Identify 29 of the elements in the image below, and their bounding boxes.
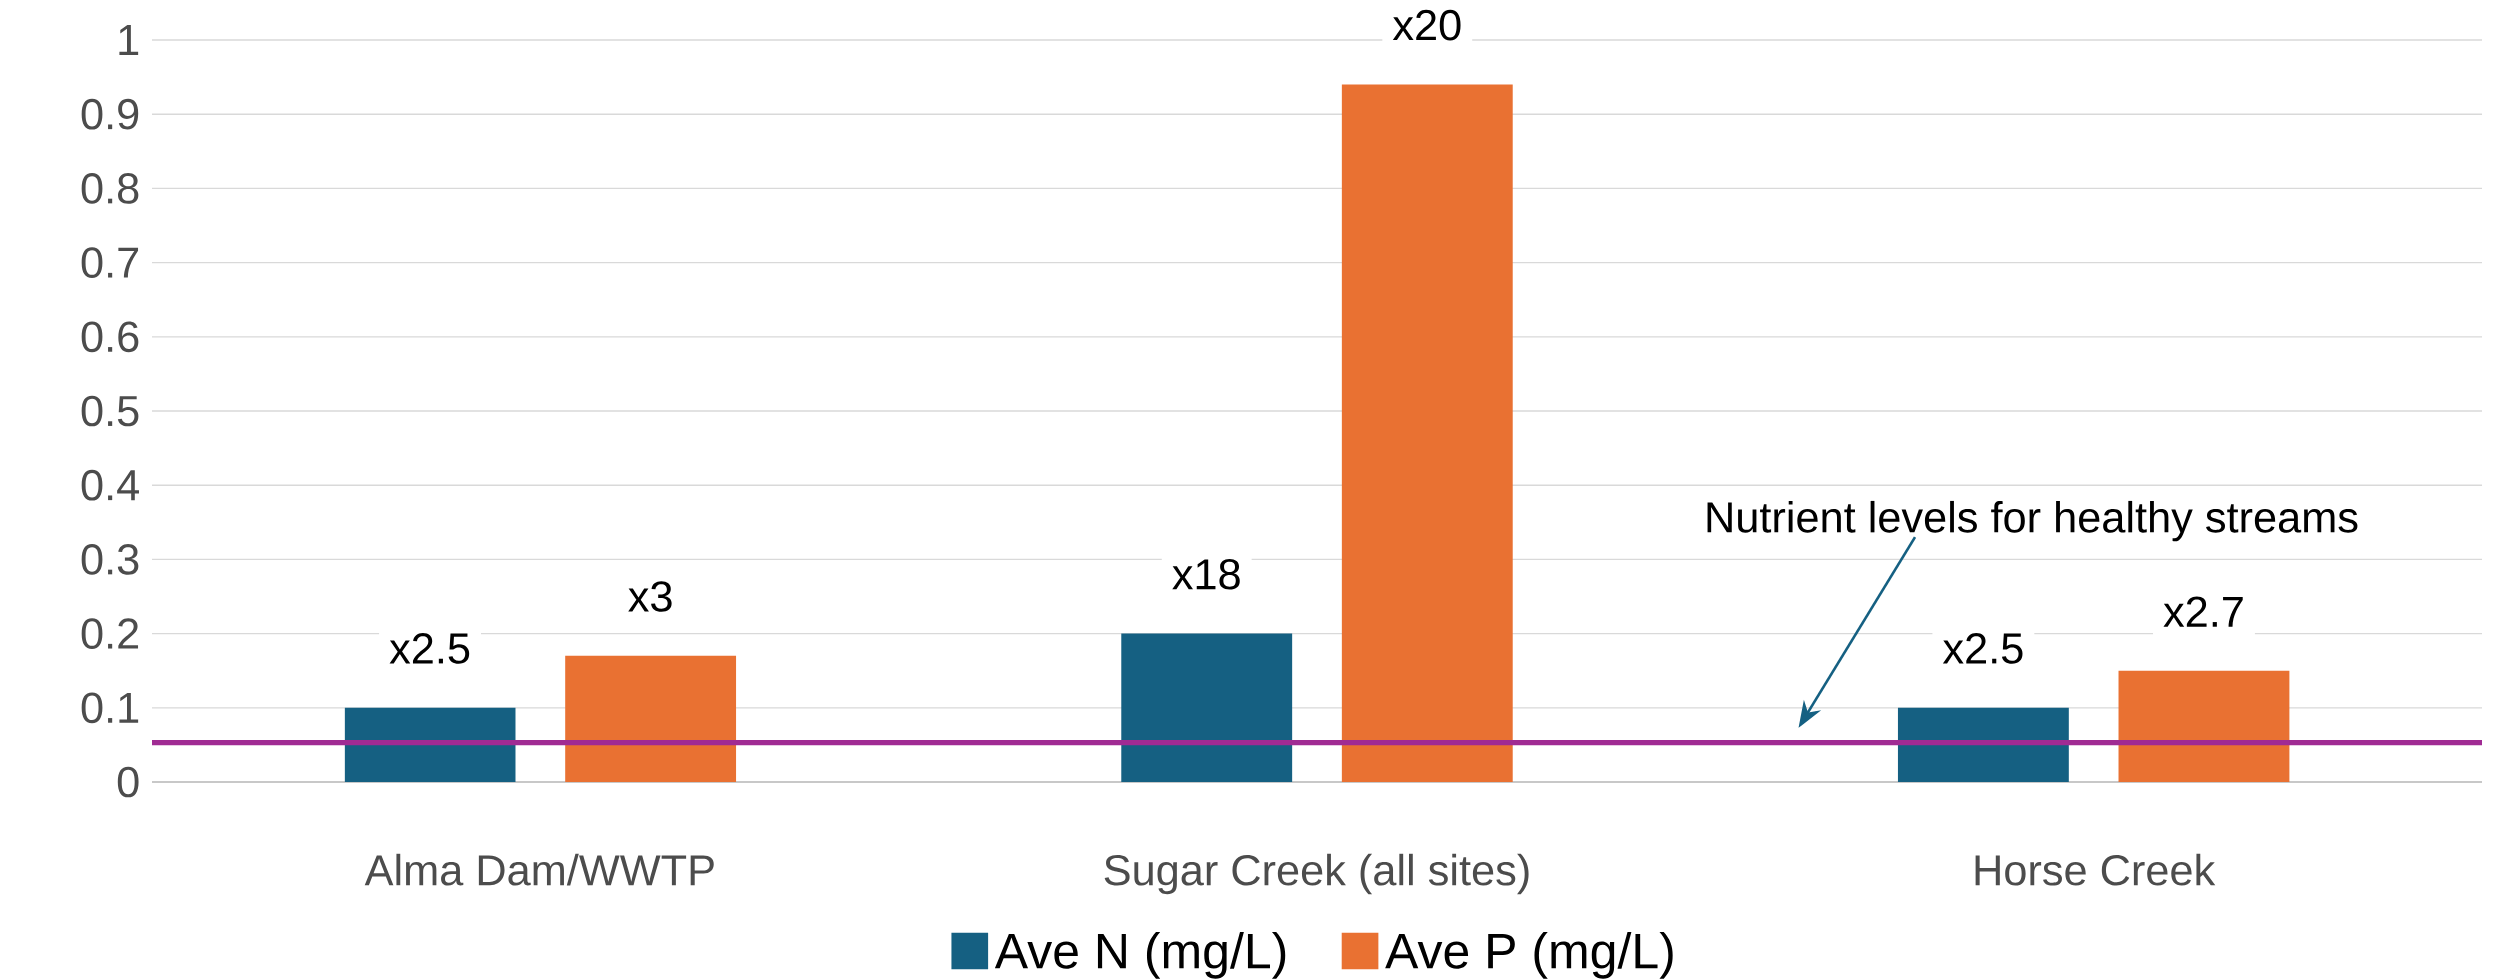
y-tick-label: 0.6 xyxy=(81,321,139,353)
annotation: Nutrient levels for healthy streams xyxy=(1707,500,2358,542)
y-tick-label: 1 xyxy=(119,25,139,55)
data-label: x18 xyxy=(1172,558,1240,590)
y-tick-label: 0.7 xyxy=(81,247,139,278)
data-label: x2.5 xyxy=(389,633,470,664)
data-label: x3 xyxy=(628,581,672,612)
bar xyxy=(1341,84,1513,783)
y-tick-label: 0.5 xyxy=(81,395,139,427)
y-tick-label: 0.3 xyxy=(81,544,139,575)
legend-label: Ave P (mg/L) xyxy=(1385,932,1673,979)
y-tick-label: 0.2 xyxy=(81,618,139,649)
y-tick-label: 0.8 xyxy=(81,173,139,204)
x-tick-label: Sugar Creek (all sites) xyxy=(1104,853,1529,895)
bar xyxy=(344,707,516,783)
x-tick-label: Alma Dam/WWTP xyxy=(364,853,714,886)
y-tick-label: 0.4 xyxy=(81,469,139,501)
bar xyxy=(2118,670,2290,783)
x-tick-label: Horse Creek xyxy=(1975,853,2216,886)
y-tick-label: 0.1 xyxy=(81,692,139,724)
data-label: x2.5 xyxy=(1942,633,2023,664)
y-tick-label: 0 xyxy=(117,766,139,798)
bar xyxy=(1897,707,2069,783)
data-label: x20 xyxy=(1392,9,1461,41)
bar xyxy=(565,655,737,783)
legend-label: Ave N (mg/L) xyxy=(994,932,1286,979)
y-tick-label: 0.9 xyxy=(81,98,139,130)
data-label: x2.7 xyxy=(2163,596,2243,627)
bar xyxy=(1121,633,1293,783)
